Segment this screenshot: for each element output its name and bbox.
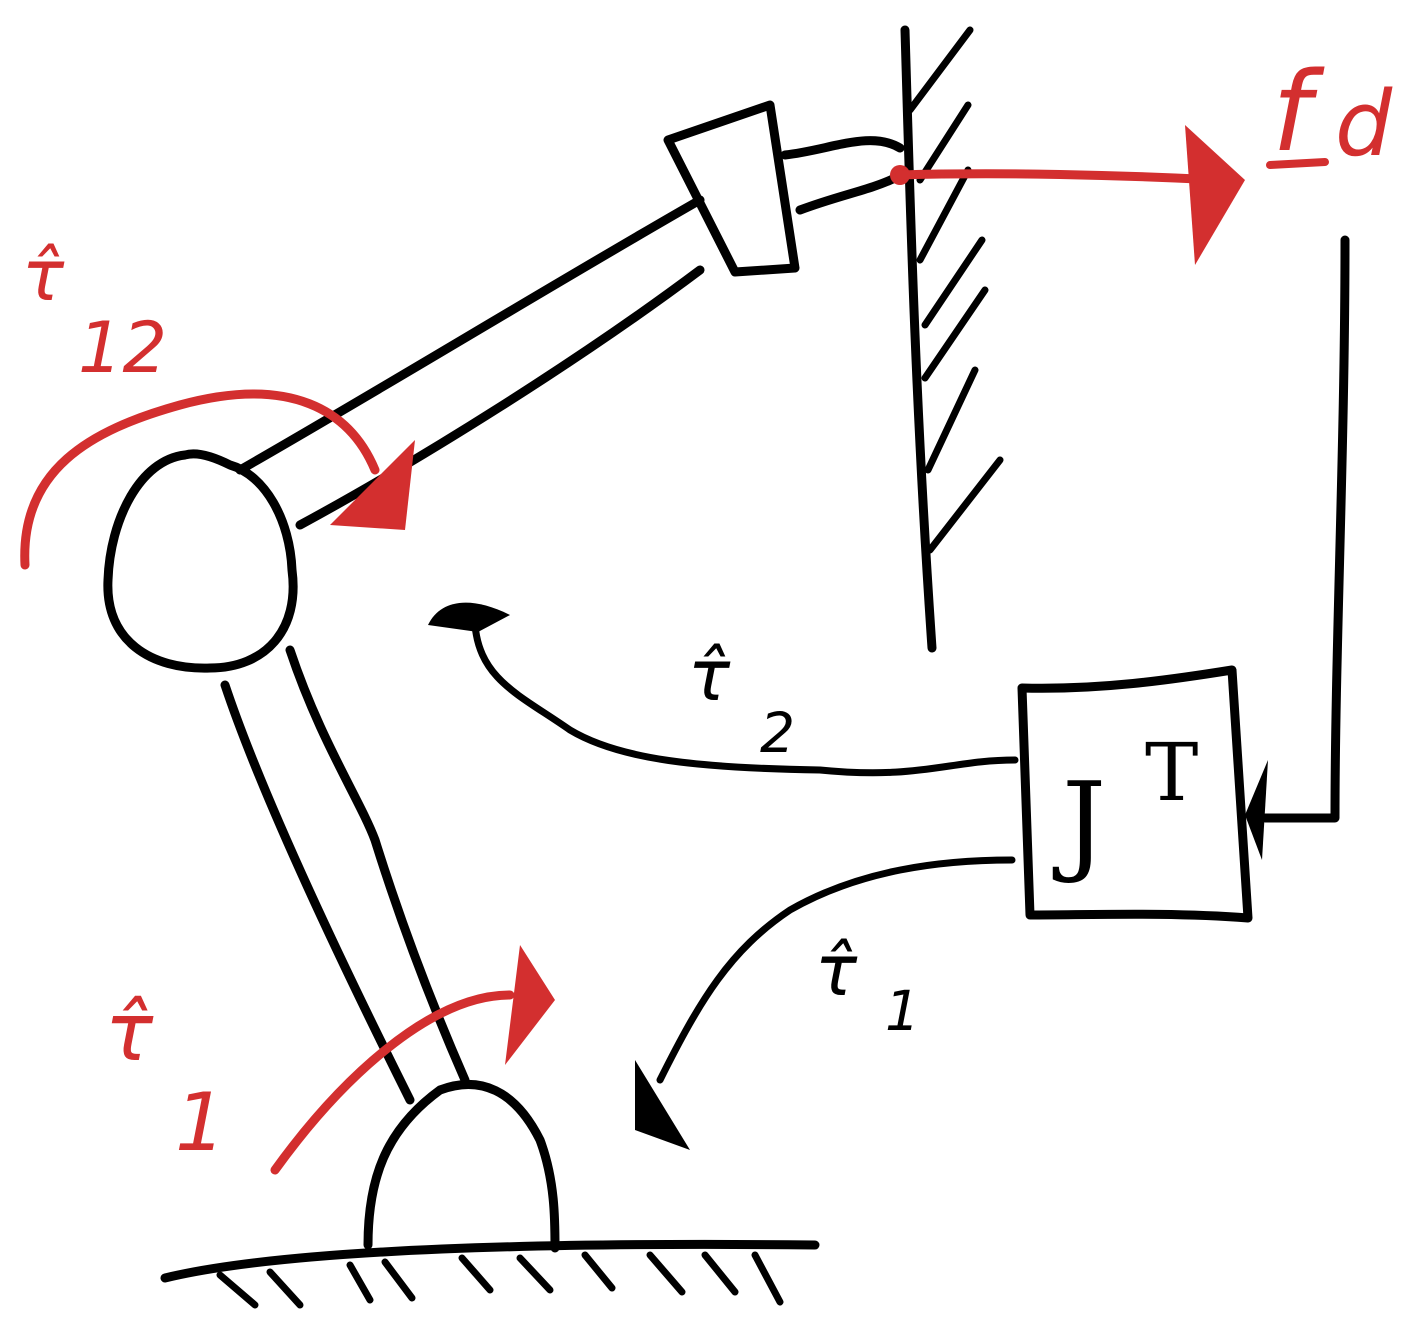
tau2-arrow-head — [428, 602, 510, 632]
feedback-line — [1260, 235, 1350, 823]
robot-link-2 — [235, 195, 705, 530]
force-desired-subscript: d — [1335, 72, 1393, 177]
tau1-torque-arc — [270, 945, 555, 1175]
tau1-black-subscript: 1 — [885, 979, 920, 1043]
tau12-subscript: 12 — [78, 307, 167, 389]
robot-base — [363, 1079, 560, 1253]
label-tau2-black: τ̂ 2 — [688, 635, 795, 765]
force-arrow-head — [1185, 125, 1245, 265]
tau1-red-symbol: τ̂ — [105, 986, 154, 1079]
label-tau12: τ̂ 12 — [22, 235, 167, 389]
jacobian-symbol: J — [1052, 758, 1106, 886]
robot-link-1 — [220, 645, 470, 1105]
jacobian-transpose-box: J T — [1017, 665, 1253, 923]
tau2-black-symbol: τ̂ — [688, 635, 731, 717]
tau1-signal — [635, 856, 1016, 1150]
tau1-torque-arrow-head — [505, 945, 555, 1065]
label-tau1-black: τ̂ 1 — [815, 930, 920, 1043]
tau12-arrow-head — [330, 440, 415, 530]
label-force-desired: f d — [1266, 48, 1393, 177]
tau1-red-subscript: 1 — [175, 1076, 226, 1169]
tau12-symbol: τ̂ — [22, 235, 65, 317]
ground — [160, 1239, 820, 1309]
jacobian-superscript: T — [1145, 726, 1198, 819]
tau2-signal — [428, 602, 1019, 777]
label-tau1-red: τ̂ 1 — [105, 986, 226, 1169]
wall — [900, 25, 1004, 653]
tau1-arrow-head — [635, 1060, 690, 1150]
tau2-black-subscript: 2 — [760, 701, 795, 765]
force-desired-arrow — [890, 125, 1245, 265]
tau12-torque-arc — [20, 389, 415, 570]
wall-hatching — [906, 26, 1004, 554]
ground-hatching — [216, 1251, 784, 1309]
tau1-black-symbol: τ̂ — [815, 930, 858, 1012]
robot-elbow-joint — [103, 449, 298, 673]
end-effector — [663, 100, 905, 277]
feedback-arrow-head — [1245, 760, 1268, 860]
force-desired-symbol: f — [1272, 48, 1325, 176]
